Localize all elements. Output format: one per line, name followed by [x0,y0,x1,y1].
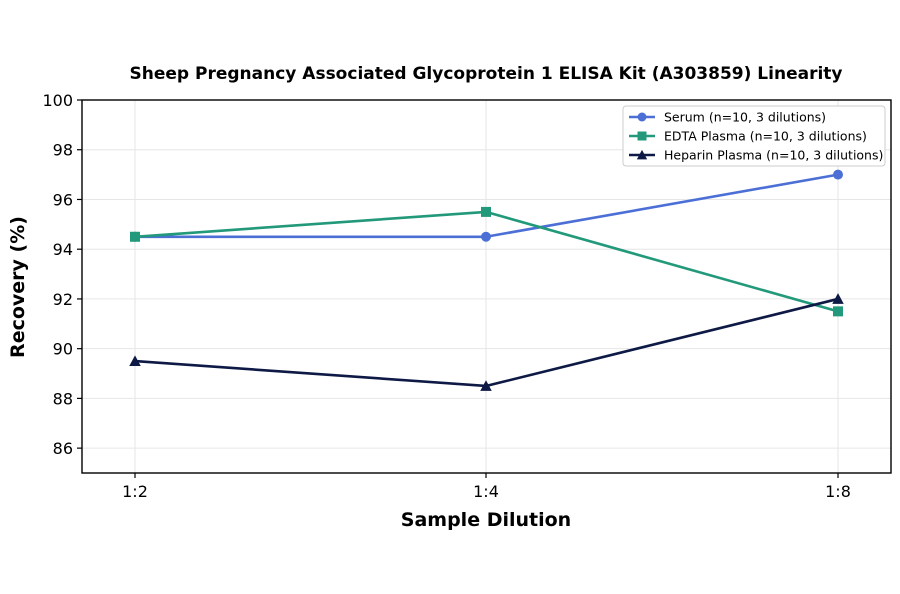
legend-marker [637,112,647,122]
data-point [481,206,491,217]
data-point [129,355,141,366]
series-layer [129,169,844,391]
y-axis-label: Recovery (%) [7,216,29,358]
legend-box [622,105,886,167]
series-3 [129,293,844,391]
x-tick-label: 1:2 [122,482,148,501]
x-tick-label: 1:4 [473,482,499,501]
data-point [480,380,492,391]
x-tick-label: 1:8 [825,482,851,501]
data-point [833,306,843,317]
series-2 [130,206,843,317]
legend-label: EDTA Plasma (n=10, 3 dilutions) [664,129,867,144]
y-tick-label: 94 [53,240,73,259]
y-tick-label: 88 [53,389,73,408]
legend-label: Serum (n=10, 3 dilutions) [664,110,826,125]
data-point [833,169,843,180]
data-point [130,231,140,242]
y-tick-label: 100 [42,91,73,110]
y-tick-label: 90 [53,340,73,359]
y-tick-label: 98 [53,141,73,160]
legend-marker [636,149,648,160]
legend-item: Serum (n=10, 3 dilutions) [629,110,826,125]
legend: Serum (n=10, 3 dilutions) EDTA Plasma (n=… [622,105,886,167]
chart-title: Sheep Pregnancy Associated Glycoprotein … [130,64,843,84]
x-axis-label: Sample Dilution [401,509,571,531]
data-point [832,293,844,304]
x-axis-ticks: 1:2 1:4 1:8 [122,473,851,501]
legend-item: EDTA Plasma (n=10, 3 dilutions) [629,129,867,144]
y-tick-label: 86 [53,439,73,458]
data-point [481,231,491,242]
legend-label: Heparin Plasma (n=10, 3 dilutions) [664,148,883,163]
y-axis-ticks: 86 88 90 92 94 96 98 100 [42,91,82,458]
legend-item: Heparin Plasma (n=10, 3 dilutions) [629,148,883,163]
y-tick-label: 96 [53,190,73,209]
y-tick-label: 92 [53,290,73,309]
legend-marker [637,131,647,141]
